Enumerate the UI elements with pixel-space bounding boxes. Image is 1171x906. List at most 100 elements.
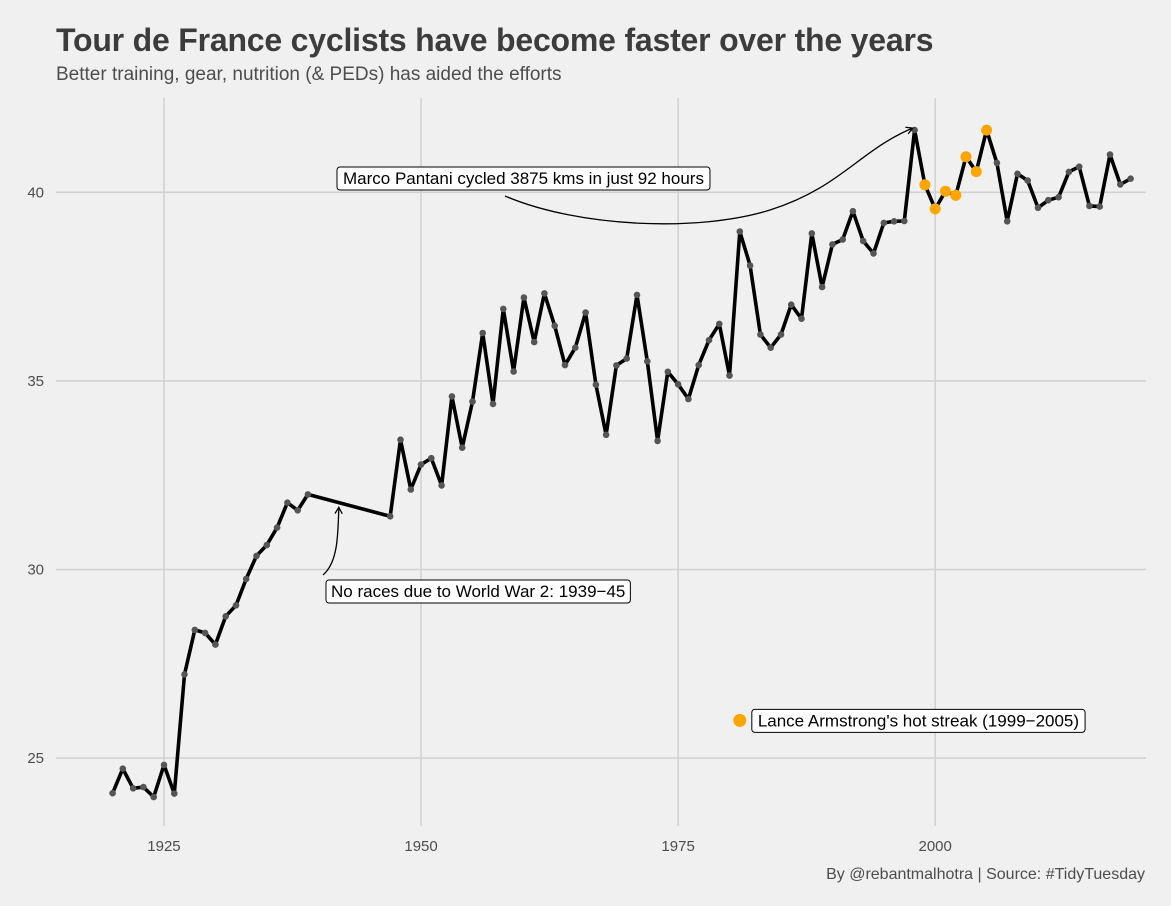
data-point [798,315,805,323]
data-point [273,524,281,531]
axis-tick-labels: 1925 1950 1975 2000 25 30 35 40 [27,184,952,855]
data-point [757,331,764,338]
data-point [808,230,816,237]
data-point [458,444,466,452]
data-point [386,513,394,520]
data-point [489,400,497,408]
data-point [191,626,199,634]
data-point [664,368,672,376]
highlight-point [960,151,972,163]
data-point [140,783,147,791]
data-point [469,398,476,405]
data-point [1127,175,1134,182]
data-point [253,552,260,560]
highlight-point [919,179,931,191]
chart-caption: By @rebantmalhotra | Source: #TidyTuesda… [826,866,1145,883]
data-point [613,362,620,369]
data-point [1014,170,1021,178]
data-point [705,336,713,344]
ww2-label: No races due to World War 2: 1939−45 [331,582,625,601]
data-point [561,361,569,369]
data-point [633,291,641,299]
data-point [901,217,908,225]
armstrong-label: Lance Armstrong's hot streak (1999−2005) [758,711,1079,730]
data-point [407,486,415,493]
data-point [870,250,877,257]
data-point [417,461,425,468]
series-line [110,128,1133,799]
data-point [1075,163,1083,170]
data-point [592,381,600,389]
data-point [510,368,517,375]
ww2-arrow [322,506,343,576]
highlight-point [981,124,993,136]
data-point [171,790,178,797]
data-point [1024,177,1031,184]
armstrong-label-box [751,708,1086,733]
data-point [150,793,157,801]
pantani-label: Marco Pantani cycled 3875 kms in just 92… [343,169,704,188]
pantani-arrow [504,126,914,225]
data-point [1096,203,1103,210]
data-point [767,344,774,352]
y-tick-label: 40 [27,184,44,201]
x-tick-label: 1925 [147,838,180,855]
data-point [623,355,630,362]
data-point [829,241,836,248]
data-point [849,207,857,215]
data-point [890,218,898,225]
data-point [448,393,456,400]
data-point [1106,151,1114,158]
ww2-label-box [325,579,631,604]
data-point [746,262,754,269]
data-point [263,541,271,549]
data-point [428,454,435,462]
data-point [479,329,487,337]
data-point [397,436,404,444]
data-point [582,309,589,316]
data-point [438,482,445,489]
data-point [1003,218,1011,225]
data-point [839,236,846,243]
armstrong-legend-dot [733,713,747,727]
data-point [1065,168,1073,176]
data-point [160,761,168,769]
x-tick-label: 1950 [404,838,437,855]
data-point [602,431,610,439]
chart-title: Tour de France cyclists have become fast… [56,22,934,58]
pantani-label-box [336,166,711,191]
speed-series [109,124,1134,801]
y-tick-label: 35 [27,373,44,390]
y-tick-label: 25 [27,750,44,767]
highlight-point [940,185,951,197]
data-point [109,789,116,797]
data-point [787,301,795,309]
data-point [716,320,723,328]
data-point [654,437,661,445]
data-point [201,629,209,637]
data-point [129,785,137,792]
data-point [674,381,682,388]
highlight-point [970,166,982,178]
data-point [1045,196,1052,204]
data-point [1055,193,1062,201]
data-point [242,575,250,583]
highlight-point [929,203,941,215]
data-point [726,372,733,379]
data-point [530,338,538,346]
x-tick-label: 1975 [661,838,694,855]
data-point [212,641,219,648]
data-point [551,322,558,330]
data-point [1086,202,1093,210]
data-point [119,765,127,772]
data-point [644,358,651,365]
data-point [859,237,867,245]
data-point [695,361,702,369]
data-point [685,395,692,403]
data-point [1117,181,1124,188]
data-point [294,507,302,514]
y-tick-label: 30 [27,562,44,579]
data-point [818,283,826,291]
data-point [232,602,240,609]
highlight-point [950,189,962,201]
